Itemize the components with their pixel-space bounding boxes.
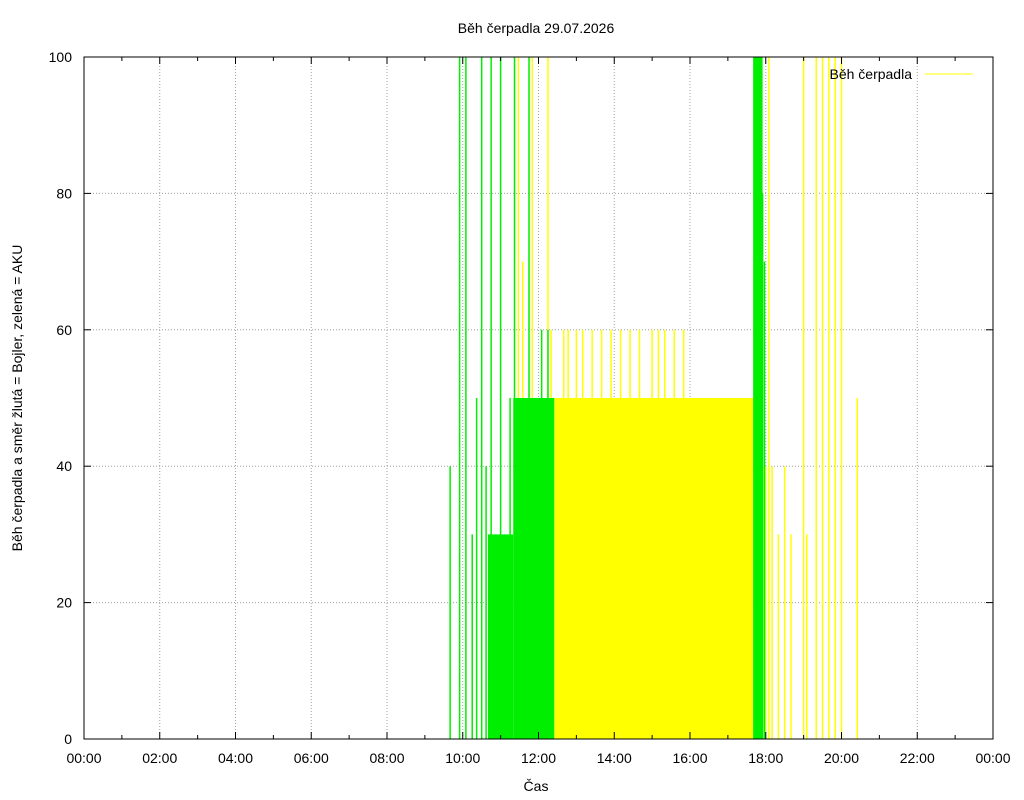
x-tick-label: 12:00 [521,750,556,766]
x-tick-label: 00:00 [975,750,1010,766]
x-tick-label: 10:00 [445,750,480,766]
x-axis-label: Čas [524,778,549,794]
x-tick-label: 00:00 [66,750,101,766]
x-tick-label: 20:00 [824,750,859,766]
x-tick-label: 16:00 [672,750,707,766]
y-tick-label: 80 [56,185,72,201]
tick-marks [83,56,994,740]
y-axis-label: Běh čerpadla a směr žlutá = Bojler, zele… [9,245,25,552]
chart-fill-block [535,398,555,739]
y-tick-label: 0 [64,731,72,747]
chart-bars [449,57,859,739]
x-tick-labels: 00:00 02:00 04:00 06:00 08:00 10:00 12:00 14:00… [66,750,1010,766]
y-tick-label: 40 [56,458,72,474]
x-tick-label: 18:00 [748,750,783,766]
x-tick-label: 08:00 [369,750,404,766]
y-tick-labels: 0 20 40 60 80 100 [49,49,73,747]
y-tick-label: 100 [49,49,73,65]
legend-label: Běh čerpadla [829,66,912,82]
chart-fill-block [513,398,536,739]
x-tick-label: 22:00 [900,750,935,766]
x-tick-label: 14:00 [597,750,632,766]
chart-fill-block [753,57,763,739]
x-tick-label: 04:00 [218,750,253,766]
legend: Běh čerpadla [829,66,973,82]
chart-fill-block [554,398,754,739]
y-tick-label: 20 [56,595,72,611]
x-tick-label: 06:00 [294,750,329,766]
y-tick-label: 60 [56,322,72,338]
chart-title: Běh čerpadla 29.07.2026 [458,20,615,36]
x-tick-label: 02:00 [142,750,177,766]
